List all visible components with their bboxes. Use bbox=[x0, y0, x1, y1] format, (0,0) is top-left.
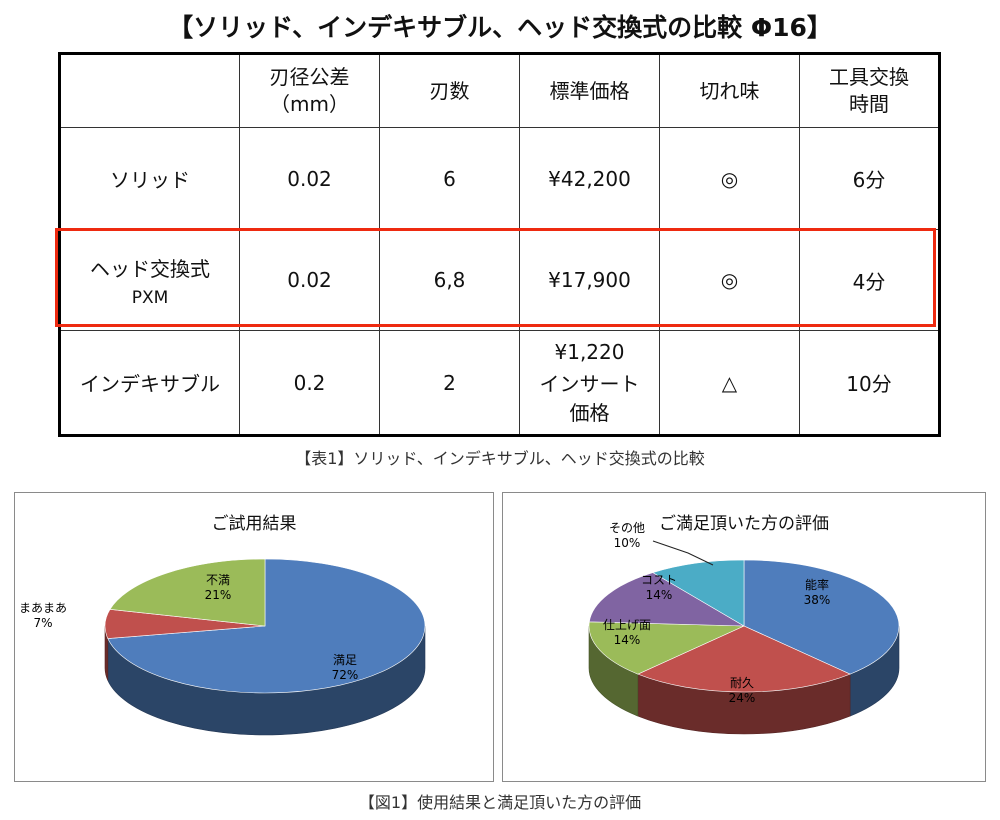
row-tolerance: 0.02 bbox=[239, 229, 380, 331]
value-label: 7% bbox=[33, 616, 53, 630]
row-model: PXM bbox=[131, 287, 169, 308]
category-label: 能率 bbox=[804, 578, 830, 592]
row-sharpness: △ bbox=[659, 330, 800, 436]
value-label: 72% bbox=[331, 668, 359, 682]
category-label: 仕上げ面 bbox=[602, 618, 652, 632]
page-title: 【ソリッド、インデキサブル、ヘッド交換式の比較 Φ16】 bbox=[168, 13, 832, 42]
row-tolerance: 0.02 bbox=[239, 127, 380, 230]
pie-chart-trial-results bbox=[104, 558, 426, 736]
row-price: ¥1,220 bbox=[554, 339, 625, 364]
header-cell-flutes: 刃数 bbox=[379, 53, 520, 128]
table-row: ヘッド交換式 PXM 0.02 6,8 ¥17,900 ◎ 4分 bbox=[59, 229, 940, 331]
table-row: ソリッド 0.02 6 ¥42,200 ◎ 6分 bbox=[59, 127, 940, 230]
row-price-cell: ¥1,220 インサート価格 bbox=[519, 330, 660, 436]
value-label: 14% bbox=[613, 633, 641, 647]
data-label-仕上げ面: 仕上げ面 14% bbox=[603, 618, 651, 648]
value-label: 14% bbox=[645, 588, 673, 602]
category-label: 満足 bbox=[332, 653, 358, 667]
table-row: インデキサブル 0.2 2 ¥1,220 インサート価格 △ 10分 bbox=[59, 330, 940, 436]
row-flutes: 2 bbox=[379, 330, 520, 436]
eval-leader-line bbox=[652, 540, 714, 566]
row-price-note: インサート価格 bbox=[539, 371, 640, 425]
category-label: その他 bbox=[608, 521, 646, 535]
data-label-耐久: 耐久 24% bbox=[729, 676, 756, 706]
data-label-コスト: コスト 14% bbox=[641, 573, 677, 603]
header-change-time-label-2: 時間 bbox=[849, 92, 889, 116]
chart-title: ご満足頂いた方の評価 bbox=[659, 514, 829, 534]
header-cell-blank bbox=[59, 53, 240, 128]
category-label: 不満 bbox=[205, 573, 231, 587]
data-label-不満: 不満 21% bbox=[205, 573, 232, 603]
row-flutes: 6,8 bbox=[379, 229, 520, 331]
value-label: 24% bbox=[728, 691, 756, 705]
eval-slice-その他 bbox=[652, 559, 745, 627]
table-caption: 【表1】ソリッド、インデキサブル、ヘッド交換式の比較 bbox=[295, 449, 705, 468]
row-name: ソリッド bbox=[59, 127, 240, 230]
figure-caption: 【図1】使用結果と満足頂いた方の評価 bbox=[358, 793, 642, 812]
eval-slice-耐久 bbox=[637, 625, 851, 693]
chart-title: ご試用結果 bbox=[211, 514, 297, 534]
eval-slice-仕上げ面 bbox=[588, 621, 745, 675]
category-label: まあまあ bbox=[18, 601, 68, 615]
value-label: 10% bbox=[613, 536, 641, 550]
header-cell-tolerance: 刃径公差 （mm） bbox=[239, 53, 380, 128]
pie-chart-satisfaction-eval bbox=[588, 540, 900, 735]
header-cell-change-time: 工具交換 時間 bbox=[799, 53, 940, 128]
value-label: 38% bbox=[803, 593, 831, 607]
chart-panel-trial-results: ご試用結果 満足 72% まあまあ 7% 不満 21% bbox=[14, 492, 494, 782]
header-change-time-label: 工具交換 bbox=[829, 65, 909, 89]
table-header-row: 刃径公差 （mm） 刃数 標準価格 切れ味 工具交換 時間 bbox=[59, 53, 940, 128]
header-cell-price: 標準価格 bbox=[519, 53, 660, 128]
eval-slice-コスト bbox=[588, 572, 745, 627]
row-change-time: 4分 bbox=[799, 229, 940, 331]
row-change-time: 10分 bbox=[799, 330, 940, 436]
header-tolerance-label: 刃径公差 bbox=[269, 65, 350, 89]
trial-slice-満足 bbox=[107, 558, 426, 694]
header-flutes-label: 刃数 bbox=[429, 78, 470, 103]
header-price-label: 標準価格 bbox=[549, 78, 630, 103]
data-label-満足: 満足 72% bbox=[332, 653, 359, 683]
row-tolerance: 0.2 bbox=[239, 330, 380, 436]
data-label-能率: 能率 38% bbox=[804, 578, 831, 608]
row-name: インデキサブル bbox=[59, 330, 240, 436]
category-label: 耐久 bbox=[729, 676, 755, 690]
chart-panel-satisfaction-eval: ご満足頂いた方の評価 能率 38% 耐久 24% 仕上げ面 14% コスト 14% その他 10% bbox=[502, 492, 986, 782]
value-label: 21% bbox=[204, 588, 232, 602]
row-name-cell: ヘッド交換式 PXM bbox=[59, 229, 240, 331]
eval-slice-能率 bbox=[743, 559, 900, 675]
row-price: ¥17,900 bbox=[519, 229, 660, 331]
comparison-table: 刃径公差 （mm） 刃数 標準価格 切れ味 工具交換 時間 ソリッド 0.02 … bbox=[58, 52, 941, 437]
header-sharpness-label: 切れ味 bbox=[699, 78, 760, 103]
category-label: コスト bbox=[640, 573, 678, 587]
data-label-まあまあ: まあまあ 7% bbox=[19, 601, 67, 631]
row-flutes: 6 bbox=[379, 127, 520, 230]
row-name: ヘッド交換式 bbox=[90, 256, 210, 281]
row-sharpness: ◎ bbox=[659, 127, 800, 230]
header-cell-sharpness: 切れ味 bbox=[659, 53, 800, 128]
trial-slice-不満 bbox=[109, 558, 266, 627]
row-sharpness: ◎ bbox=[659, 229, 800, 331]
row-price: ¥42,200 bbox=[519, 127, 660, 230]
row-change-time: 6分 bbox=[799, 127, 940, 230]
data-label-その他: その他 10% bbox=[609, 521, 645, 551]
header-tolerance-unit: （mm） bbox=[270, 92, 349, 116]
